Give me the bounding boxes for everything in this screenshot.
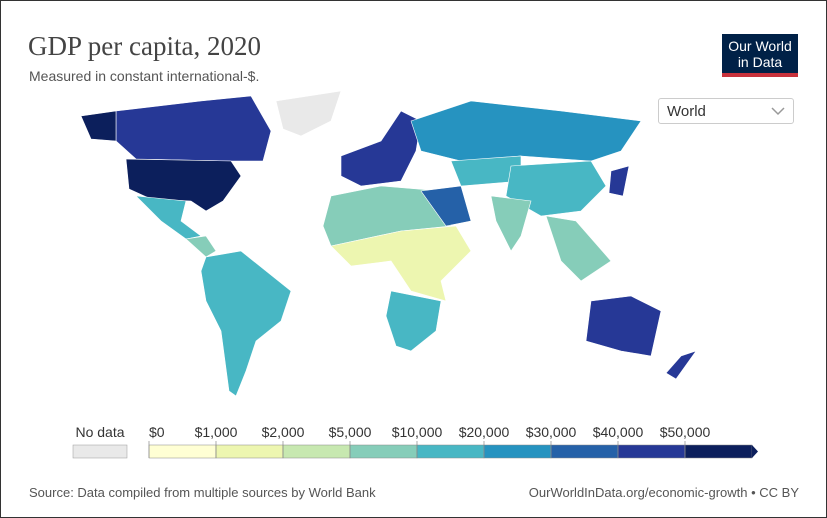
china bbox=[505, 160, 607, 217]
footer-link[interactable]: OurWorldInData.org/economic-growth • CC … bbox=[528, 485, 799, 500]
africa-central bbox=[330, 225, 472, 302]
region-dropdown[interactable]: World bbox=[658, 98, 794, 124]
legend-swatch bbox=[550, 444, 619, 459]
alaska bbox=[80, 110, 117, 142]
legend-swatch bbox=[416, 444, 485, 459]
legend-label: $10,000 bbox=[392, 424, 443, 440]
logo-line: in Data bbox=[737, 54, 783, 70]
dropdown-label: World bbox=[667, 103, 706, 120]
subtitle: Measured in constant international-$. bbox=[29, 68, 260, 84]
legend-label: $20,000 bbox=[459, 424, 510, 440]
mexico bbox=[135, 195, 202, 240]
japan bbox=[608, 165, 630, 197]
legend-swatch bbox=[148, 444, 217, 459]
legend-label: $5,000 bbox=[329, 424, 372, 440]
logo[interactable]: Our World in Data bbox=[722, 34, 798, 77]
legend-label: $30,000 bbox=[526, 424, 577, 440]
legend-swatch bbox=[349, 444, 418, 459]
logo-line: Our World bbox=[728, 38, 792, 54]
legend-swatch bbox=[215, 444, 284, 459]
india bbox=[490, 195, 532, 252]
title: GDP per capita, 2020 bbox=[28, 31, 261, 61]
south-america bbox=[200, 250, 292, 397]
canada bbox=[115, 95, 272, 162]
legend-label: $40,000 bbox=[593, 424, 644, 440]
middle-east bbox=[420, 185, 472, 227]
russia bbox=[410, 100, 642, 162]
australia bbox=[585, 295, 662, 357]
legend-label: $2,000 bbox=[262, 424, 305, 440]
southeast-asia bbox=[545, 215, 612, 282]
legend-swatch bbox=[617, 444, 686, 459]
source: Source: Data compiled from multiple sour… bbox=[29, 485, 376, 500]
greenland bbox=[275, 90, 342, 137]
legend-swatch bbox=[684, 444, 753, 459]
chevron bbox=[771, 107, 785, 116]
legend-label: $1,000 bbox=[195, 424, 238, 440]
new-zealand bbox=[665, 350, 697, 380]
legend-swatch bbox=[483, 444, 552, 459]
europe bbox=[340, 110, 422, 187]
legend-arrow bbox=[752, 445, 758, 458]
africa-south bbox=[385, 290, 442, 352]
legend-label: $0 bbox=[149, 424, 165, 440]
legend: No data $0 $1,000 $2,000 $5,000 $10,000 $20,0… bbox=[72, 424, 758, 459]
legend-label: $50,000 bbox=[660, 424, 711, 440]
legend-swatch bbox=[282, 444, 351, 459]
no-data-swatch bbox=[72, 444, 128, 459]
world-map bbox=[80, 90, 697, 397]
no-data-label: No data bbox=[75, 424, 124, 440]
central-america bbox=[185, 235, 217, 258]
